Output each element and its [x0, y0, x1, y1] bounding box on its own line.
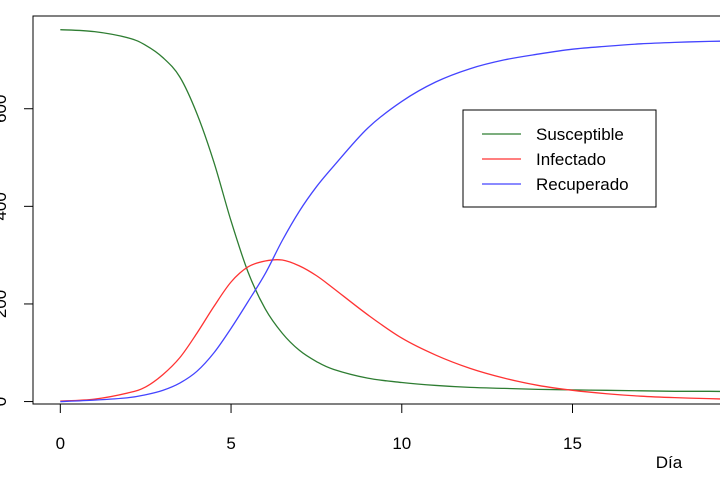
x-axis-label: Día — [656, 453, 683, 472]
legend-label-susceptible: Susceptible — [536, 125, 624, 144]
series-line-susceptible — [60, 29, 720, 393]
legend-label-infectado: Infectado — [536, 150, 606, 169]
series-line-infectado — [60, 259, 720, 402]
y-axis: 0 200 400 600 — [0, 95, 34, 406]
legend: Susceptible Infectado Recuperado — [462, 109, 657, 208]
x-axis: 0 5 10 15 — [56, 403, 582, 453]
x-tick-label: 0 — [56, 434, 65, 453]
y-tick-label: 200 — [0, 290, 10, 318]
legend-label-recuperado: Recuperado — [536, 175, 629, 194]
x-tick-label: 15 — [563, 434, 582, 453]
x-tick-label: 5 — [226, 434, 235, 453]
y-tick-label: 600 — [0, 95, 10, 123]
series-line-recuperado — [60, 40, 720, 403]
y-tick-label: 400 — [0, 192, 10, 220]
y-tick-label: 0 — [0, 397, 10, 406]
series-layer — [60, 29, 720, 403]
x-tick-label: 10 — [392, 434, 411, 453]
